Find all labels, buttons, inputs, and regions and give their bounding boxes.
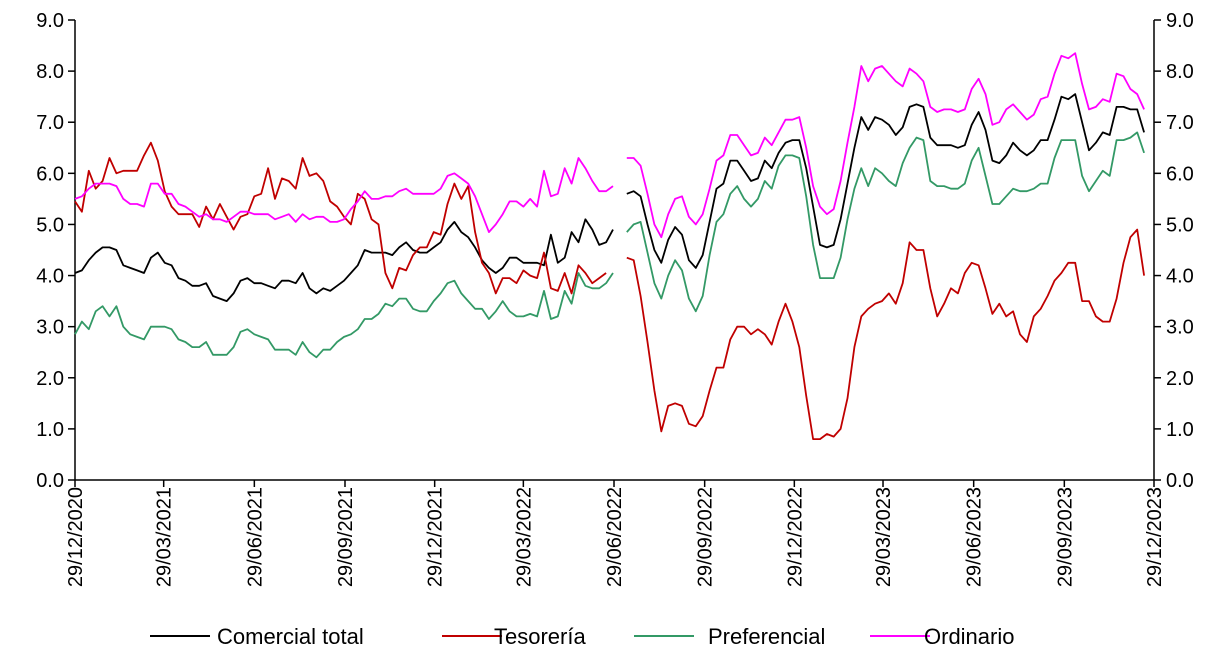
y-tick-right-label: 8.0 [1166, 61, 1194, 83]
y-tick-right-label: 3.0 [1166, 317, 1194, 339]
y-tick-right-label: 2.0 [1166, 368, 1194, 390]
y-tick-left-label: 4.0 [36, 266, 64, 288]
legend-label: Tesorería [494, 624, 586, 649]
x-ticks: 29/12/2020 29/03/2021 29/06/2021 29/09/2021… [65, 480, 1166, 587]
y-tick-right-label: 9.0 [1166, 10, 1194, 32]
y-tick-right-label: 4.0 [1166, 266, 1194, 288]
x-tick-label: 29/12/2022 [784, 487, 806, 587]
plot-area: 0.0 1.0 2.0 3.0 4.0 5.0 6.0 7.0 8.0 9.0 0.0 1.0 2.0… [36, 10, 1194, 587]
x-tick-label: 29/03/2023 [873, 487, 895, 587]
x-tick-label: 29/12/2021 [425, 487, 447, 587]
legend-label: Preferencial [708, 624, 825, 649]
y-tick-left-label: 2.0 [36, 368, 64, 390]
y-tick-left-label: 1.0 [36, 419, 64, 441]
x-tick-label: 29/03/2022 [513, 487, 535, 587]
x-tick-label: 29/03/2021 [154, 487, 176, 587]
legend-label: Comercial total [217, 624, 364, 649]
legend: Comercial total Tesorería Preferencial Ordi… [150, 624, 1014, 649]
y-tick-left-label: 7.0 [36, 112, 64, 134]
series-line-preferencial [74, 272, 614, 359]
x-tick-label: 29/09/2023 [1054, 487, 1076, 587]
series-line-preferencial [626, 131, 1145, 313]
y-tick-left-label: 0.0 [36, 470, 64, 492]
x-tick-label: 29/09/2021 [335, 487, 357, 587]
y-tick-left-label: 6.0 [36, 163, 64, 185]
y-tick-left-label: 8.0 [36, 61, 64, 83]
y-tick-right-label: 7.0 [1166, 112, 1194, 134]
series-line-ordinario [626, 52, 1145, 239]
y-ticks-right: 0.0 1.0 2.0 3.0 4.0 5.0 6.0 7.0 8.0 9.0 [1154, 10, 1194, 492]
y-tick-right-label: 1.0 [1166, 419, 1194, 441]
y-tick-left-label: 5.0 [36, 214, 64, 236]
y-ticks-left: 0.0 1.0 2.0 3.0 4.0 5.0 6.0 7.0 8.0 9.0 [36, 10, 75, 492]
legend-label: Ordinario [924, 624, 1014, 649]
x-tick-label: 29/12/2020 [65, 487, 87, 587]
y-tick-right-label: 5.0 [1166, 214, 1194, 236]
series-line-comercial-total [74, 218, 614, 303]
x-tick-label: 29/06/2021 [244, 487, 266, 587]
x-tick-label: 29/06/2022 [604, 487, 626, 587]
y-tick-right-label: 6.0 [1166, 163, 1194, 185]
x-tick-label: 29/06/2023 [964, 487, 986, 587]
x-tick-label: 29/12/2023 [1144, 487, 1166, 587]
y-tick-left-label: 9.0 [36, 10, 64, 32]
series-line-tesorer-a [626, 228, 1145, 441]
y-tick-right-label: 0.0 [1166, 470, 1194, 492]
x-tick-label: 29/09/2022 [695, 487, 717, 587]
series-line-tesorer-a [74, 141, 607, 295]
y-tick-left-label: 3.0 [36, 317, 64, 339]
series-lines [74, 52, 1145, 441]
series-line-ordinario [74, 157, 614, 234]
series-line-comercial-total [626, 93, 1145, 269]
